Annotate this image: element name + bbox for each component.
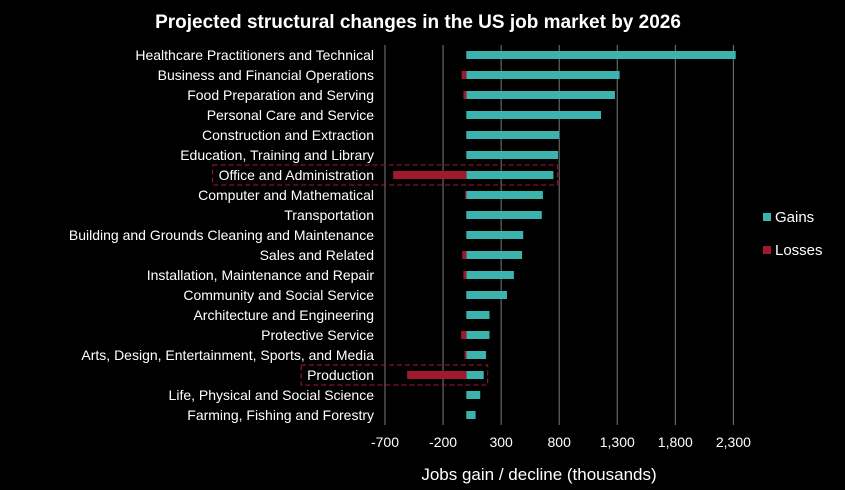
bar-losses [464,351,467,359]
highlight-box [300,364,489,386]
category-label: Computer and Mathematical [198,187,374,203]
bars [393,51,736,419]
bar-gains [466,91,615,99]
category-label: Community and Social Service [183,287,374,303]
bar-losses [461,71,467,79]
bar-gains [466,271,514,279]
bar-losses [463,271,467,279]
category-label: Protective Service [261,327,374,343]
category-label: Production [307,367,374,383]
highlight-boxes [212,164,558,386]
bar-losses [407,371,467,379]
category-label: Installation, Maintenance and Repair [147,267,375,283]
category-label: Arts, Design, Entertainment, Sports, and… [81,347,374,363]
bar-gains [466,71,620,79]
bar-gains [466,391,481,399]
category-label: Healthcare Practitioners and Technical [135,47,374,63]
category-label: Transportation [284,207,374,223]
bar-gains [466,111,601,119]
x-axis-label: Jobs gain / decline (thousands) [421,465,656,484]
bar-gains [466,351,487,359]
bar-gains [466,331,490,339]
x-tick-label: 1,800 [658,434,693,450]
chart-title: Projected structural changes in the US j… [155,12,681,33]
category-label: Education, Training and Library [180,147,374,163]
x-tick-label: -200 [429,434,457,450]
legend-swatch-gains [763,213,771,221]
category-label: Office and Administration [219,167,374,183]
category-label: Farming, Fishing and Forestry [187,407,374,423]
x-tick-labels: -700 -200 300 800 1,300 1,800 2,300 [371,434,751,450]
bar-gains [466,291,507,299]
bar-losses [461,331,467,339]
bar-gains [466,231,524,239]
bar-losses [393,171,467,179]
category-label: Architecture and Engineering [193,307,374,323]
bar-gains [466,411,476,419]
highlight-box [212,164,558,186]
legend-label-losses: Losses [775,242,823,259]
legend: Gains Losses [763,209,823,259]
bar-gains [466,131,560,139]
category-label: Personal Care and Service [207,107,375,123]
bar-gains [466,191,543,199]
bar-gains [466,51,736,59]
bar-gains [466,211,542,219]
bar-gains [466,371,484,379]
category-label: Life, Physical and Social Science [169,387,375,403]
category-labels: Healthcare Practitioners and Technical Bu… [69,47,374,423]
x-tick-label: -700 [371,434,399,450]
category-label: Business and Financial Operations [158,67,374,83]
bar-gains [466,151,559,159]
category-label: Sales and Related [260,247,374,263]
category-label: Food Preparation and Serving [187,87,374,103]
bar-gains [466,251,523,259]
x-tick-label: 800 [548,434,572,450]
x-tick-label: 2,300 [716,434,751,450]
bar-losses [465,191,467,199]
x-tick-label: 300 [489,434,513,450]
legend-label-gains: Gains [775,209,814,226]
bar-gains [466,311,490,319]
category-label: Building and Grounds Cleaning and Mainte… [69,227,374,243]
legend-swatch-losses [763,246,771,254]
category-label: Construction and Extraction [202,127,374,143]
bar-gains [466,171,554,179]
bar-losses [463,91,467,99]
bar-losses [462,251,467,259]
x-tick-label: 1,300 [600,434,635,450]
